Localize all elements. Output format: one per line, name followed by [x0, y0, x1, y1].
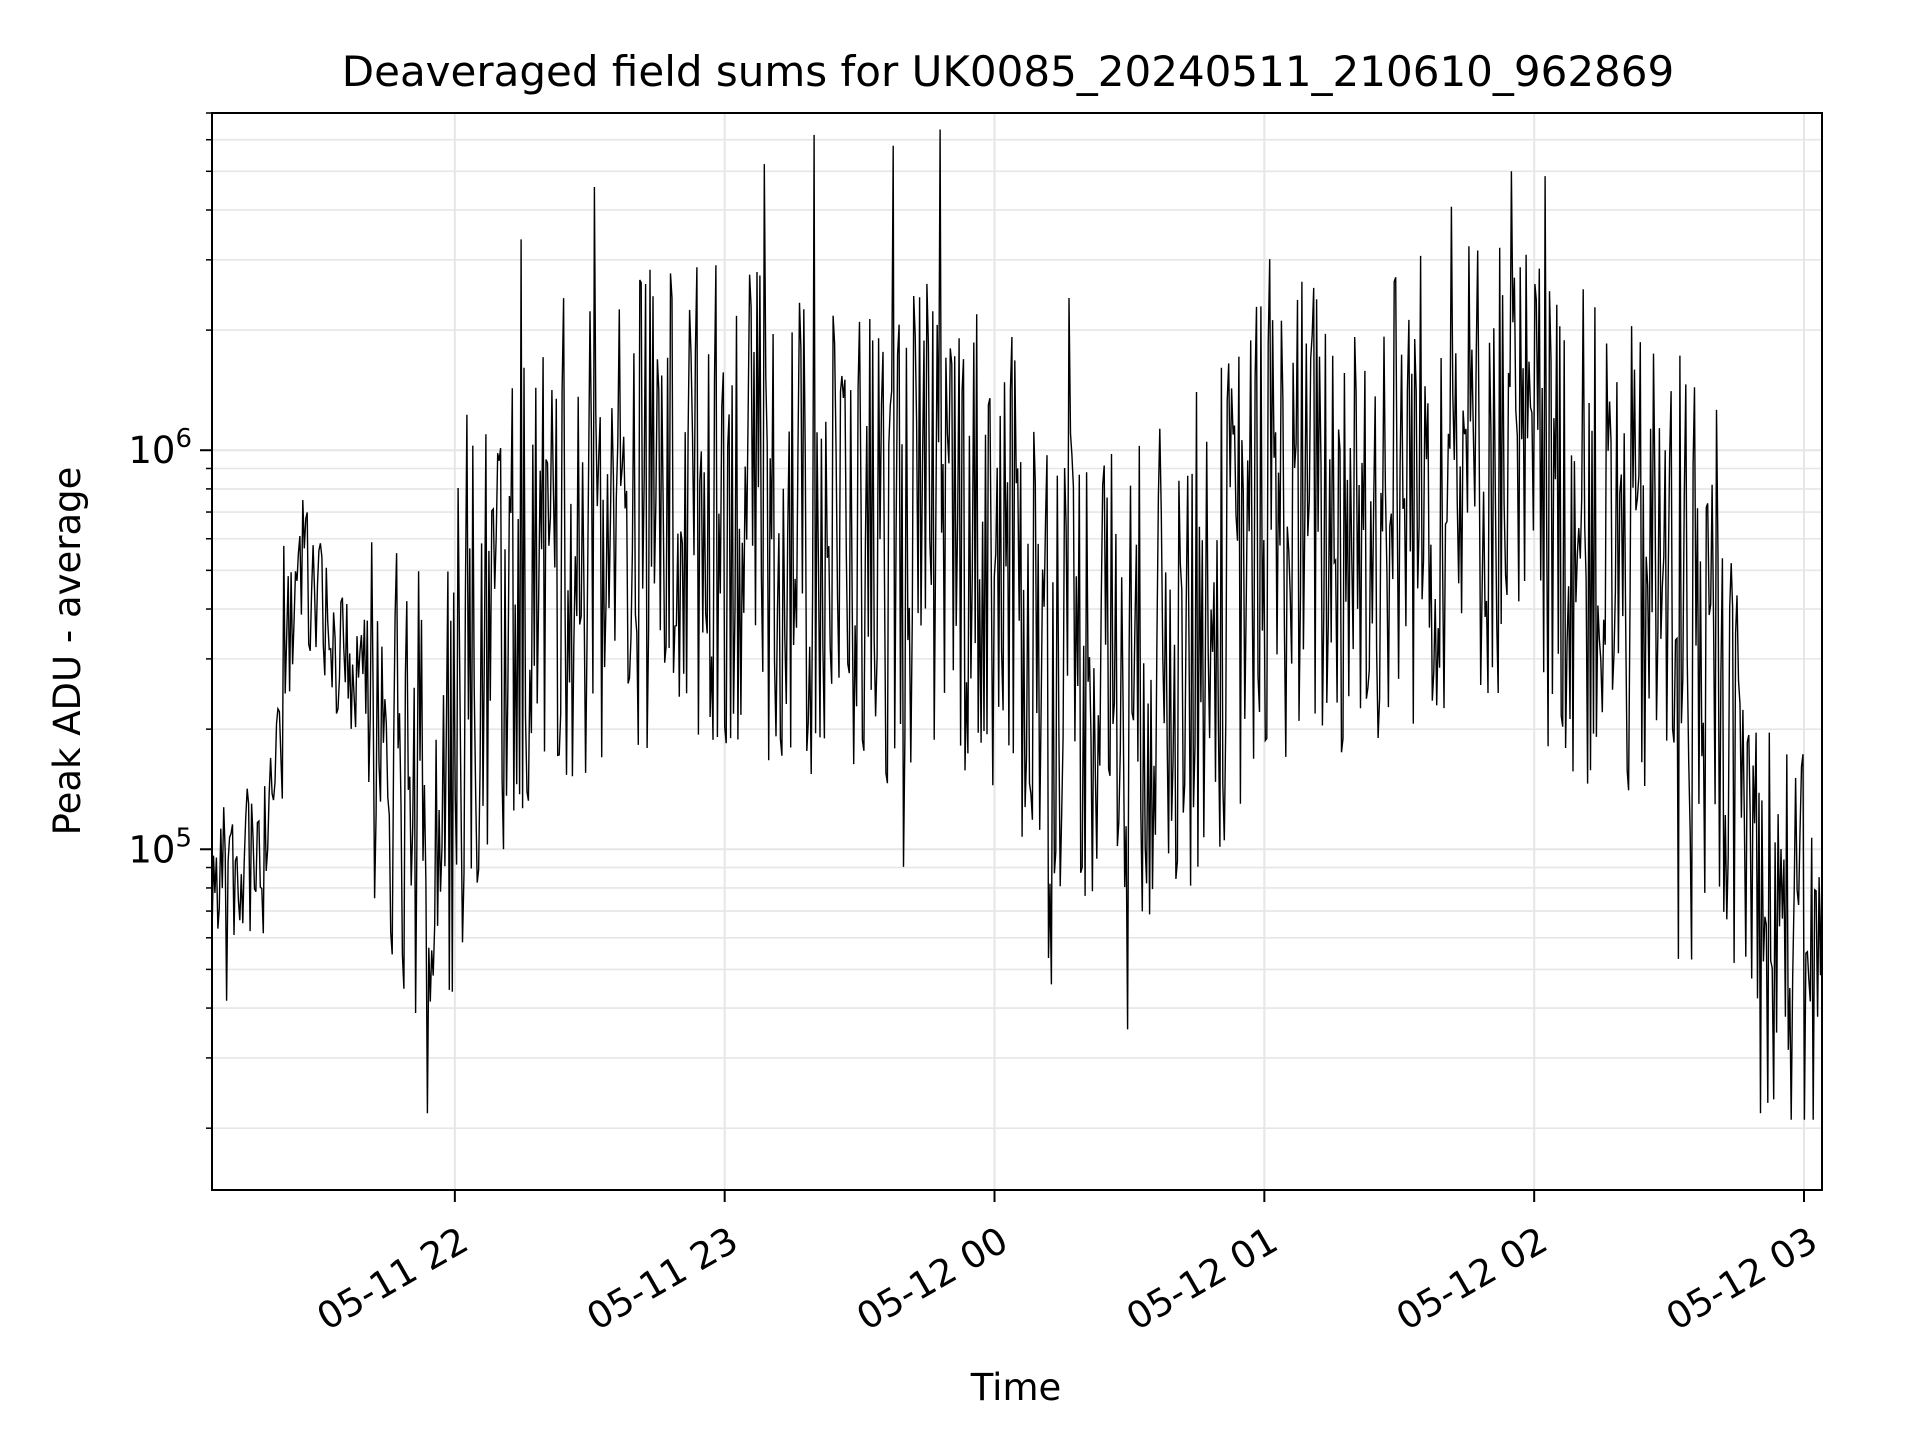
- y-axis-label: Peak ADU - average: [46, 467, 89, 836]
- y-tick-label: 106: [128, 424, 192, 472]
- chart-title: Deaveraged field sums for UK0085_2024051…: [342, 47, 1674, 96]
- x-axis-label: Time: [970, 1366, 1062, 1409]
- plot-frame: [211, 112, 1823, 1191]
- series-line: [212, 129, 1822, 1120]
- grid-lines: [212, 112, 1822, 1190]
- plot-area: [212, 129, 1822, 1120]
- y-axis: 105 106: [128, 112, 212, 1129]
- y-tick-label: 105: [128, 823, 192, 871]
